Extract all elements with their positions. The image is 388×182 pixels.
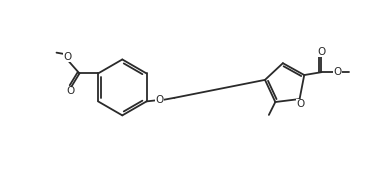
Text: O: O bbox=[296, 99, 305, 109]
Text: O: O bbox=[66, 86, 74, 96]
Text: O: O bbox=[155, 95, 164, 105]
Text: O: O bbox=[333, 67, 342, 77]
Text: O: O bbox=[317, 47, 326, 57]
Text: O: O bbox=[64, 52, 72, 62]
